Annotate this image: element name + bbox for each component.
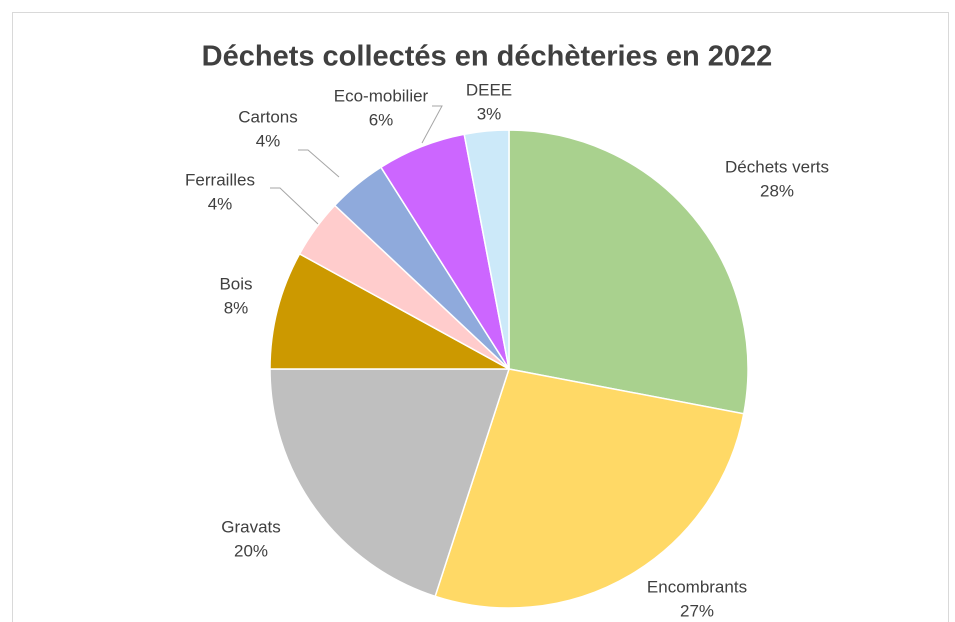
- pie-slice: [434, 368, 745, 609]
- pie-slice: [269, 252, 510, 370]
- data-label: 6%: [369, 110, 394, 129]
- pie-slice: [269, 368, 511, 598]
- data-label: 20%: [234, 541, 268, 560]
- category-label: Gravats: [221, 517, 281, 536]
- data-label: 28%: [760, 181, 794, 200]
- category-label: Bois: [219, 274, 252, 293]
- data-label: 3%: [477, 104, 502, 123]
- data-label: 4%: [208, 194, 233, 213]
- category-label: Ferrailles: [185, 170, 255, 189]
- data-label: 27%: [680, 601, 714, 620]
- data-label: 4%: [256, 131, 281, 150]
- pie-slice: [508, 129, 749, 415]
- chart-title: Déchets collectés en déchèteries en 2022: [202, 41, 773, 73]
- category-label: Encombrants: [647, 577, 747, 596]
- category-label: Cartons: [238, 107, 298, 126]
- data-label: 8%: [224, 298, 249, 317]
- pie-slice: [463, 129, 510, 370]
- category-label: Eco-mobilier: [334, 86, 429, 105]
- leader-line: [270, 187, 319, 225]
- leader-line: [421, 105, 443, 144]
- category-label: DEEE: [466, 80, 512, 99]
- leader-line: [298, 149, 340, 178]
- category-label: Déchets verts: [725, 157, 829, 176]
